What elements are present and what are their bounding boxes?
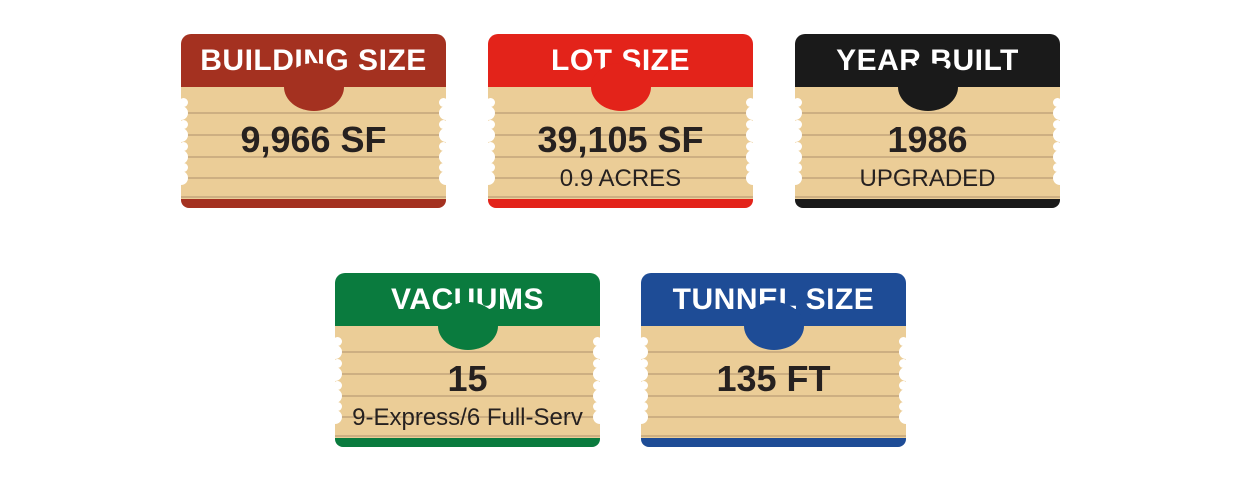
plank-lines-decoration <box>335 351 600 353</box>
stat-card-lot-size: LOT SIZE 39,105 SF 0.9 ACRES <box>481 34 760 208</box>
plank-lines-decoration <box>181 112 446 114</box>
card-bottom-bar <box>181 199 446 208</box>
notch-decoration <box>179 98 188 107</box>
notch-decoration <box>333 337 342 346</box>
notch-decoration <box>788 106 802 120</box>
card-subvalue: 0.9 ACRES <box>559 165 682 192</box>
notch-decoration <box>899 345 913 359</box>
header-scallop-decoration <box>743 302 804 350</box>
plank-lines-decoration <box>641 351 906 353</box>
notch-decoration <box>328 345 342 359</box>
notch-decoration <box>481 106 495 120</box>
card-header: VACUUMS <box>335 273 600 326</box>
notch-decoration <box>746 98 755 107</box>
stat-card-year-built: YEAR BUILT 1986 UPGRADED <box>788 34 1067 208</box>
stat-card-vacuums: VACUUMS 15 9-Express/6 Full-Serv <box>328 273 607 447</box>
card-bottom-bar <box>641 438 906 447</box>
card-bottom-bar <box>795 199 1060 208</box>
notch-decoration <box>899 337 908 346</box>
card-value: 15 <box>447 358 488 399</box>
card-value: 1986 <box>887 119 968 160</box>
notch-decoration <box>1053 106 1067 120</box>
notch-decoration <box>486 98 495 107</box>
card-header: BUILDING SIZE <box>181 34 446 87</box>
card-bottom-bar <box>335 438 600 447</box>
card-value: 9,966 SF <box>240 119 387 160</box>
notch-decoration <box>634 345 648 359</box>
notch-decoration <box>593 345 607 359</box>
plank-lines-decoration <box>488 112 753 114</box>
header-scallop-decoration <box>437 302 498 350</box>
plank-lines-decoration <box>795 112 1060 114</box>
notch-decoration <box>593 337 602 346</box>
card-value: 135 FT <box>716 358 831 399</box>
header-scallop-decoration <box>590 63 651 111</box>
card-value: 39,105 SF <box>537 119 704 160</box>
header-scallop-decoration <box>897 63 958 111</box>
stat-card-tunnel-size: TUNNEL SIZE 135 FT <box>634 273 913 447</box>
card-bottom-bar <box>488 199 753 208</box>
notch-decoration <box>746 106 760 120</box>
notch-decoration <box>793 98 802 107</box>
notch-decoration <box>439 106 453 120</box>
notch-decoration <box>174 106 188 120</box>
notch-decoration <box>1053 98 1062 107</box>
notch-decoration <box>639 337 648 346</box>
header-scallop-decoration <box>283 63 344 111</box>
notch-decoration <box>439 98 448 107</box>
card-subvalue: UPGRADED <box>859 165 996 192</box>
stat-card-building-size: BUILDING SIZE 9,966 SF <box>174 34 453 208</box>
card-subvalue: 9-Express/6 Full-Serv <box>352 404 583 431</box>
